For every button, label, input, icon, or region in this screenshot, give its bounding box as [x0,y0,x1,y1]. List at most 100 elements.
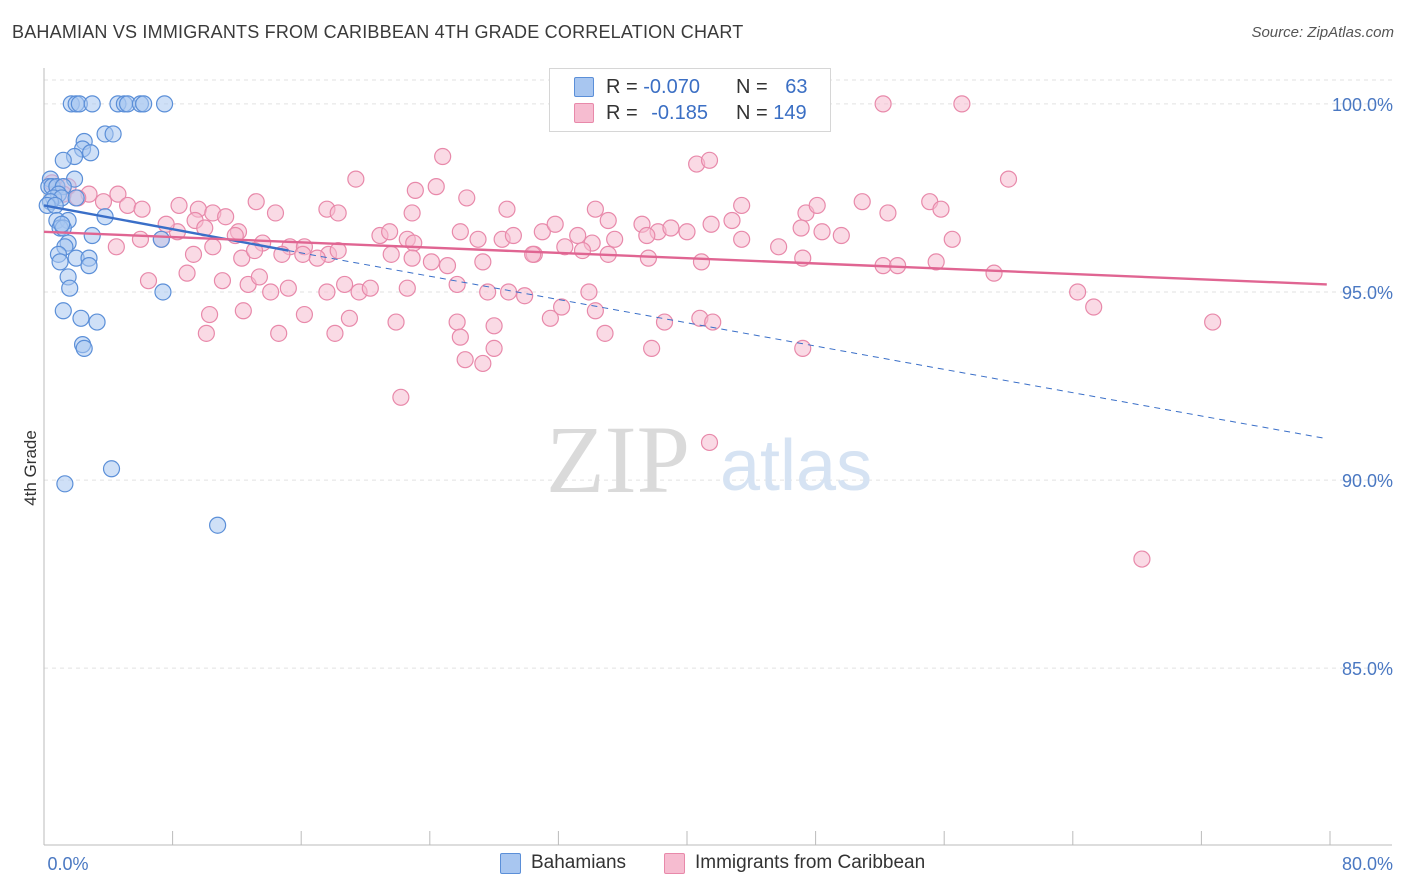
point-caribbean [874,95,892,113]
point-caribbean [107,238,125,256]
y-tick-label: 95.0% [1342,283,1393,303]
point-caribbean [422,253,441,271]
point-caribbean [217,208,235,226]
point-caribbean [329,204,347,222]
point-caribbean [553,298,571,316]
point-caribbean [1204,313,1222,331]
point-caribbean [347,170,365,188]
legend-swatch-pink [574,103,594,123]
point-caribbean [329,241,347,260]
legend-row-caribbean: R = -0.185 N = 149 [574,101,807,125]
point-caribbean [770,238,788,256]
n-label: N = [736,101,768,124]
point-caribbean [586,200,604,218]
point-caribbean [932,200,950,218]
point-caribbean [438,257,457,275]
point-caribbean [406,181,424,199]
point-bahamians [56,475,74,493]
point-caribbean [1133,550,1151,568]
point-caribbean [953,95,971,113]
point-caribbean [184,245,203,263]
point-caribbean [541,309,559,327]
legend-label-caribbean: Immigrants from Caribbean [695,852,926,873]
point-caribbean [131,230,150,248]
point-caribbean [336,275,354,294]
point-caribbean [458,189,476,207]
point-caribbean [387,313,405,331]
point-caribbean [485,317,503,335]
point-caribbean [279,279,297,297]
point-caribbean [927,253,945,271]
point-caribbean [266,204,285,222]
n-value: 149 [773,101,807,124]
legend-item-caribbean[interactable]: Immigrants from Caribbean [664,852,925,874]
point-caribbean [704,313,722,331]
point-caribbean [733,230,751,248]
point-caribbean [427,178,445,196]
point-caribbean [504,226,522,245]
point-caribbean [1085,298,1103,316]
legend-r-bahamians: R = -0.070 [606,76,726,99]
point-caribbean [794,339,812,357]
point-caribbean [361,279,379,297]
r-label: R = [606,75,638,98]
point-caribbean [853,193,871,211]
point-caribbean [943,230,961,248]
point-bahamians [61,279,79,297]
point-caribbean [340,309,359,327]
tick-labels: 85.0% 90.0% 95.0% 100.0% 0.0% 80.0% [47,95,1393,874]
point-caribbean [546,215,564,233]
point-caribbean [326,324,344,342]
point-caribbean [474,354,492,373]
point-caribbean [178,264,196,282]
point-bahamians [67,189,85,207]
point-bahamians [155,95,174,113]
point-caribbean [832,226,850,245]
point-caribbean [94,193,113,211]
point-caribbean [250,268,269,286]
point-bahamians [152,230,170,248]
point-caribbean [596,324,614,342]
y-tick-label: 90.0% [1342,471,1393,491]
watermark-atlas: atlas [720,426,872,506]
legend-swatch-pink [664,852,685,874]
legend-swatch-blue [500,852,521,874]
point-bahamians [82,144,100,162]
r-value: -0.185 [651,101,708,124]
legend-swatch-blue [574,77,594,97]
x-tick-label: 80.0% [1342,854,1393,874]
point-caribbean [813,223,831,241]
grid [44,79,1392,669]
point-caribbean [879,204,897,222]
point-caribbean [692,253,711,271]
point-bahamians [135,95,153,113]
y-tick-label: 100.0% [1332,95,1393,115]
point-caribbean [318,283,336,301]
point-caribbean [569,226,587,245]
x-tick-label: 0.0% [47,854,88,874]
point-bahamians [53,215,71,233]
point-caribbean [639,249,658,267]
point-caribbean [573,241,592,260]
point-caribbean [702,215,720,233]
legend-n-caribbean: N = 149 [736,102,807,125]
point-caribbean [381,223,399,241]
point-bahamians [83,95,101,113]
legend-stats: R = -0.070 N = 63 R = -0.185 N = 149 [549,68,831,132]
legend-item-bahamians[interactable]: Bahamians [500,852,626,874]
point-caribbean [733,196,751,215]
point-caribbean [109,185,127,203]
data-points [38,95,1222,568]
point-caribbean [999,170,1018,188]
point-caribbean [638,226,656,245]
point-caribbean [808,196,826,215]
point-caribbean [213,272,232,290]
legend-row-bahamians: R = -0.070 N = 63 [574,75,808,99]
legend-series: Bahamians Immigrants from Caribbean [0,852,1406,878]
point-caribbean [197,324,215,342]
point-caribbean [474,253,492,271]
r-value: -0.070 [643,75,700,98]
point-caribbean [479,283,497,301]
point-caribbean [448,275,466,294]
